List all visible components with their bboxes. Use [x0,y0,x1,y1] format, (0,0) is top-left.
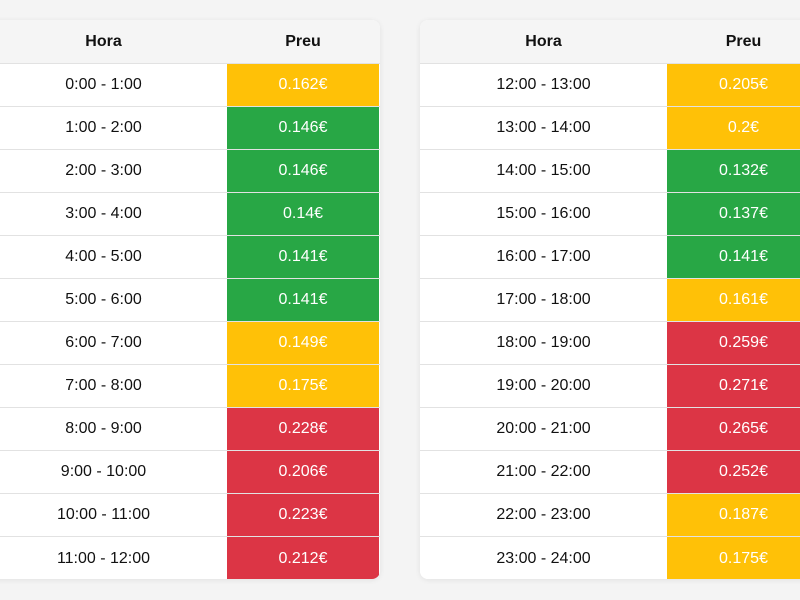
table-row: 11:00 - 12:00 0.212€ [0,537,380,579]
price-cell: 0.141€ [227,236,379,278]
hour-cell: 14:00 - 15:00 [420,150,667,192]
table-row: 13:00 - 14:00 0.2€ [420,107,800,150]
price-cell: 0.146€ [227,150,379,192]
price-table-left: Hora Preu 0:00 - 1:00 0.162€ 1:00 - 2:00 0.… [0,20,380,579]
table-row: 9:00 - 10:00 0.206€ [0,451,380,494]
table-row: 12:00 - 13:00 0.205€ [420,64,800,107]
hour-cell: 22:00 - 23:00 [420,494,667,536]
table-header: Hora Preu [420,20,800,64]
hour-cell: 15:00 - 16:00 [420,193,667,235]
hour-cell: 9:00 - 10:00 [0,451,227,493]
table-row: 2:00 - 3:00 0.146€ [0,150,380,193]
hour-cell: 1:00 - 2:00 [0,107,227,149]
price-cell: 0.223€ [227,494,379,536]
hour-cell: 0:00 - 1:00 [0,64,227,106]
table-row: 17:00 - 18:00 0.161€ [420,279,800,322]
table-header: Hora Preu [0,20,380,64]
price-cell: 0.187€ [667,494,800,536]
hour-cell: 20:00 - 21:00 [420,408,667,450]
table-row: 5:00 - 6:00 0.141€ [0,279,380,322]
table-row: 1:00 - 2:00 0.146€ [0,107,380,150]
table-body-right: 12:00 - 13:00 0.205€ 13:00 - 14:00 0.2€ 14:0… [420,64,800,579]
price-cell: 0.162€ [227,64,379,106]
price-cell: 0.132€ [667,150,800,192]
hour-cell: 23:00 - 24:00 [420,537,667,579]
table-row: 0:00 - 1:00 0.162€ [0,64,380,107]
table-row: 14:00 - 15:00 0.132€ [420,150,800,193]
column-header-hour: Hora [525,32,562,50]
hour-cell: 8:00 - 9:00 [0,408,227,450]
table-row: 16:00 - 17:00 0.141€ [420,236,800,279]
hour-cell: 4:00 - 5:00 [0,236,227,278]
hour-cell: 5:00 - 6:00 [0,279,227,321]
table-row: 4:00 - 5:00 0.141€ [0,236,380,279]
hour-cell: 2:00 - 3:00 [0,150,227,192]
table-row: 6:00 - 7:00 0.149€ [0,322,380,365]
price-cell: 0.149€ [227,322,379,364]
table-row: 8:00 - 9:00 0.228€ [0,408,380,451]
hour-cell: 21:00 - 22:00 [420,451,667,493]
hour-cell: 17:00 - 18:00 [420,279,667,321]
hour-cell: 12:00 - 13:00 [420,64,667,106]
price-cell: 0.161€ [667,279,800,321]
table-row: 10:00 - 11:00 0.223€ [0,494,380,537]
price-cell: 0.259€ [667,322,800,364]
table-row: 22:00 - 23:00 0.187€ [420,494,800,537]
table-row: 19:00 - 20:00 0.271€ [420,365,800,408]
price-table-right: Hora Preu 12:00 - 13:00 0.205€ 13:00 - 14:… [420,20,800,579]
hour-cell: 13:00 - 14:00 [420,107,667,149]
hour-cell: 16:00 - 17:00 [420,236,667,278]
price-cell: 0.228€ [227,408,379,450]
price-cell: 0.212€ [227,537,379,579]
column-header-price: Preu [285,32,321,50]
price-cell: 0.206€ [227,451,379,493]
price-cell: 0.141€ [667,236,800,278]
table-row: 15:00 - 16:00 0.137€ [420,193,800,236]
price-cell: 0.146€ [227,107,379,149]
table-body-left: 0:00 - 1:00 0.162€ 1:00 - 2:00 0.146€ 2:00 -… [0,64,380,579]
hour-cell: 11:00 - 12:00 [0,537,227,579]
hour-cell: 3:00 - 4:00 [0,193,227,235]
price-cell: 0.175€ [227,365,379,407]
table-row: 7:00 - 8:00 0.175€ [0,365,380,408]
table-row: 18:00 - 19:00 0.259€ [420,322,800,365]
price-cell: 0.2€ [667,107,800,149]
price-cell: 0.175€ [667,537,800,579]
table-row: 23:00 - 24:00 0.175€ [420,537,800,579]
price-cell: 0.14€ [227,193,379,235]
price-cell: 0.205€ [667,64,800,106]
column-header-price: Preu [725,32,762,50]
hour-cell: 19:00 - 20:00 [420,365,667,407]
price-cell: 0.137€ [667,193,800,235]
table-row: 20:00 - 21:00 0.265€ [420,408,800,451]
table-row: 3:00 - 4:00 0.14€ [0,193,380,236]
price-cell: 0.141€ [227,279,379,321]
price-cell: 0.252€ [667,451,800,493]
hour-cell: 18:00 - 19:00 [420,322,667,364]
column-header-hour: Hora [85,32,122,50]
price-cell: 0.265€ [667,408,800,450]
price-cell: 0.271€ [667,365,800,407]
hour-cell: 6:00 - 7:00 [0,322,227,364]
table-row: 21:00 - 22:00 0.252€ [420,451,800,494]
hour-cell: 7:00 - 8:00 [0,365,227,407]
hour-cell: 10:00 - 11:00 [0,494,227,536]
